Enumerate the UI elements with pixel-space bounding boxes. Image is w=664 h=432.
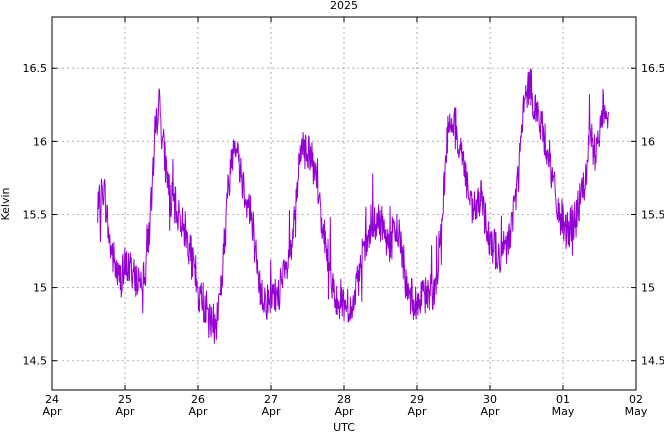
y-tick-label-left: 15.5 <box>23 208 48 221</box>
x-tick-label-month: Apr <box>480 405 500 418</box>
y-tick-label-right: 15 <box>641 282 655 295</box>
x-tick-label-month: Apr <box>407 405 427 418</box>
x-tick-label-day: 24 <box>45 393 59 406</box>
y-tick-label-right: 15.5 <box>641 208 664 221</box>
x-tick-label-day: 30 <box>483 393 497 406</box>
x-tick-label-month: May <box>625 405 648 418</box>
x-tick-label-day: 27 <box>264 393 278 406</box>
x-axis-label: UTC <box>333 421 355 432</box>
grid <box>52 17 636 390</box>
x-tick-label-day: 01 <box>556 393 570 406</box>
x-tick-label-day: 25 <box>118 393 132 406</box>
x-tick-label-day: 28 <box>337 393 351 406</box>
y-tick-label-right: 14.5 <box>641 355 664 368</box>
y-tick-label-left: 15 <box>33 282 47 295</box>
x-tick-label-day: 26 <box>191 393 205 406</box>
x-tick-label-month: Apr <box>42 405 62 418</box>
series <box>97 68 610 344</box>
x-tick-label-month: Apr <box>261 405 281 418</box>
x-tick-label-day: 29 <box>410 393 424 406</box>
y-tick-label-right: 16 <box>641 135 655 148</box>
x-tick-label-month: Apr <box>188 405 208 418</box>
x-tick-label-month: Apr <box>334 405 354 418</box>
x-tick-label-month: May <box>552 405 575 418</box>
series-layer <box>97 68 610 344</box>
y-tick-label-right: 16.5 <box>641 62 664 75</box>
series-line <box>97 68 610 344</box>
y-tick-label-left: 16.5 <box>23 62 48 75</box>
x-tick-label-day: 02 <box>629 393 643 406</box>
x-tick-label-month: Apr <box>115 405 135 418</box>
y-axis-label: Kelvin <box>0 187 12 220</box>
y-tick-label-left: 16 <box>33 135 47 148</box>
chart-title: 2025 <box>330 0 358 12</box>
y-tick-label-left: 14.5 <box>23 355 48 368</box>
